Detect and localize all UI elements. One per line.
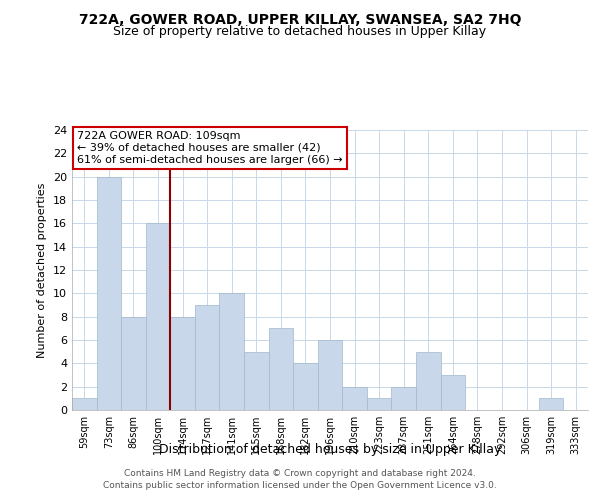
Bar	[244, 352, 269, 410]
Bar	[318, 340, 342, 410]
Bar	[342, 386, 367, 410]
Bar	[293, 364, 318, 410]
Y-axis label: Number of detached properties: Number of detached properties	[37, 182, 47, 358]
Bar	[195, 305, 220, 410]
Text: Contains public sector information licensed under the Open Government Licence v3: Contains public sector information licen…	[103, 481, 497, 490]
Bar	[539, 398, 563, 410]
Text: 722A, GOWER ROAD, UPPER KILLAY, SWANSEA, SA2 7HQ: 722A, GOWER ROAD, UPPER KILLAY, SWANSEA,…	[79, 12, 521, 26]
Bar	[220, 294, 244, 410]
Bar	[391, 386, 416, 410]
Bar	[97, 176, 121, 410]
Bar	[416, 352, 440, 410]
Bar	[269, 328, 293, 410]
Text: Contains HM Land Registry data © Crown copyright and database right 2024.: Contains HM Land Registry data © Crown c…	[124, 468, 476, 477]
Bar	[72, 398, 97, 410]
Bar	[440, 375, 465, 410]
Text: Size of property relative to detached houses in Upper Killay: Size of property relative to detached ho…	[113, 25, 487, 38]
Bar	[146, 224, 170, 410]
Text: 722A GOWER ROAD: 109sqm
← 39% of detached houses are smaller (42)
61% of semi-de: 722A GOWER ROAD: 109sqm ← 39% of detache…	[77, 132, 343, 164]
Text: Distribution of detached houses by size in Upper Killay: Distribution of detached houses by size …	[159, 444, 501, 456]
Bar	[121, 316, 146, 410]
Bar	[170, 316, 195, 410]
Bar	[367, 398, 391, 410]
